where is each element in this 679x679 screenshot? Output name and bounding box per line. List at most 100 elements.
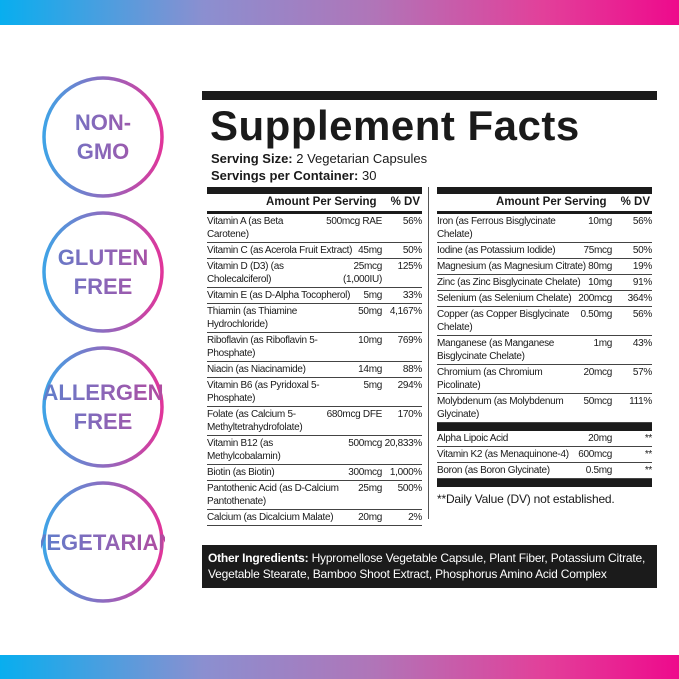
nutrient-row: Iodine (as Potassium Iodide) 75mcg 50% bbox=[437, 243, 652, 259]
nutrient-name: Magnesium (as Magnesium Citrate) bbox=[437, 261, 586, 272]
nutrient-amount: 20mcg bbox=[583, 367, 612, 378]
nutrient-row: Riboflavin (as Riboflavin 5-Phosphate) 10… bbox=[207, 333, 422, 362]
nutrient-dv: 56% bbox=[632, 309, 652, 320]
nutrient-amount: 5mg bbox=[363, 290, 382, 301]
nutrient-amount: 50mg bbox=[358, 306, 382, 317]
badge-circle bbox=[42, 76, 164, 198]
nutrient-name: Vitamin E (as D-Alpha Tocopherol) bbox=[207, 290, 351, 301]
column-divider bbox=[428, 187, 429, 519]
nutrient-amount: 600mcg bbox=[578, 449, 612, 460]
column-header: Amount Per Serving% DV bbox=[437, 194, 652, 214]
nutrient-dv: 125% bbox=[397, 261, 423, 272]
nutrient-name: Folate (as Calcium 5-Methyltetrahydrofol… bbox=[207, 409, 303, 433]
nutrient-amount: 25mcg (1,000IU) bbox=[343, 261, 382, 285]
supplement-facts-panel: Supplement Facts Serving Size: 2 Vegetar… bbox=[202, 91, 657, 588]
nutrient-amount: 500mcg bbox=[348, 438, 382, 449]
facts-title: Supplement Facts bbox=[210, 102, 580, 149]
nutrient-name: Alpha Lipoic Acid bbox=[437, 433, 509, 444]
nutrient-row: Folate (as Calcium 5-Methyltetrahydrofol… bbox=[207, 407, 422, 436]
nutrient-name: Zinc (as Zinc Bisglycinate Chelate) bbox=[437, 277, 581, 288]
badge-label: GLUTEN FREE bbox=[41, 210, 165, 334]
badge-gluten-free: GLUTEN FREE bbox=[41, 210, 165, 334]
nutrient-name: Calcium (as Dicalcium Malate) bbox=[207, 512, 334, 523]
nutrient-amount: 200mcg bbox=[578, 293, 612, 304]
badge-label: NON- GMO bbox=[41, 75, 165, 199]
nutrient-name: Vitamin A (as Beta Carotene) bbox=[207, 216, 284, 240]
nutrient-amount: 45mg bbox=[358, 245, 382, 256]
nutrient-name: Selenium (as Selenium Chelate) bbox=[437, 293, 572, 304]
nutrient-row: Alpha Lipoic Acid 20mg ** bbox=[437, 431, 652, 447]
nutrient-dv: ** bbox=[644, 433, 652, 444]
nutrient-row: Iron (as Ferrous Bisglycinate Chelate) 10… bbox=[437, 214, 652, 243]
nutrient-dv: 2% bbox=[408, 512, 422, 523]
badge-non-gmo: NON- GMO bbox=[41, 75, 165, 199]
nutrient-row: Vitamin K2 (as Menaquinone-4) 600mcg ** bbox=[437, 447, 652, 463]
nutrient-amount: 20mg bbox=[588, 433, 612, 444]
nutrient-name: Manganese (as Manganese Bisglycinate Che… bbox=[437, 338, 555, 362]
nutrient-dv: 20,833% bbox=[384, 438, 423, 449]
nutrient-row: Vitamin C (as Acerola Fruit Extract) 45mg… bbox=[207, 243, 422, 259]
nutrient-dv: 43% bbox=[632, 338, 652, 349]
nutrient-dv: 111% bbox=[629, 396, 652, 407]
nutrient-name: Thiamin (as Thiamine Hydrochloride) bbox=[207, 306, 297, 330]
nutrient-row: Vitamin A (as Beta Carotene) 500mcg RAE 56… bbox=[207, 214, 422, 243]
nutrient-amount: 80mg bbox=[588, 261, 612, 272]
nutrient-dv: 294% bbox=[397, 380, 423, 391]
nutrient-name: Pantothenic Acid (as D-Calcium Pantothen… bbox=[207, 483, 339, 507]
right-column: Amount Per Serving% DV Iron (as Ferrous … bbox=[437, 187, 652, 507]
nutrient-row: Chromium (as Chromium Picolinate) 20mcg 57… bbox=[437, 365, 652, 394]
nutrient-name: Niacin (as Niacinamide) bbox=[207, 364, 306, 375]
nutrient-name: Vitamin B6 (as Pyridoxal 5-Phosphate) bbox=[207, 380, 320, 404]
nutrient-dv: 4,167% bbox=[389, 306, 422, 317]
nutrient-dv: 88% bbox=[402, 364, 422, 375]
nutrient-row: Magnesium (as Magnesium Citrate) 80mg 19% bbox=[437, 259, 652, 275]
badge-circle bbox=[42, 481, 164, 603]
nutrient-amount: 5mg bbox=[363, 380, 382, 391]
column-header: Amount Per Serving% DV bbox=[207, 194, 422, 214]
nutrient-row: Vitamin B12 (as Methylcobalamin) 500mcg 20… bbox=[207, 436, 422, 465]
nutrient-dv: 56% bbox=[632, 216, 652, 227]
badge-label: VEGETARIAN bbox=[32, 480, 175, 604]
badge-allergen-free: ALLERGEN FREE bbox=[41, 345, 165, 469]
badge-vegetarian: VEGETARIAN bbox=[32, 480, 175, 604]
nutrient-dv: ** bbox=[644, 465, 652, 476]
left-column: Amount Per Serving% DV Vitamin A (as Bet… bbox=[207, 187, 422, 526]
nutrient-name: Riboflavin (as Riboflavin 5-Phosphate) bbox=[207, 335, 318, 359]
nutrient-row: Vitamin D (D3) (as Cholecalciferol) 25mcg… bbox=[207, 259, 422, 288]
other-ingredients: Other Ingredients: Hypromellose Vegetabl… bbox=[202, 545, 657, 588]
nutrient-name: Iodine (as Potassium Iodide) bbox=[437, 245, 556, 256]
nutrient-row: Calcium (as Dicalcium Malate) 20mg 2% bbox=[207, 510, 422, 526]
nutrient-row: Thiamin (as Thiamine Hydrochloride) 50mg 4… bbox=[207, 304, 422, 333]
nutrient-row: Molybdenum (as Molybdenum Glycinate) 50mc… bbox=[437, 394, 652, 423]
nutrient-dv: 50% bbox=[402, 245, 422, 256]
nutrient-dv: 56% bbox=[402, 216, 422, 227]
nutrient-row: Vitamin E (as D-Alpha Tocopherol) 5mg 33% bbox=[207, 288, 422, 304]
nutrient-amount: 1mg bbox=[593, 338, 612, 349]
nutrient-name: Chromium (as Chromium Picolinate) bbox=[437, 367, 543, 391]
section-rule bbox=[437, 423, 652, 431]
nutrient-amount: 75mcg bbox=[583, 245, 612, 256]
nutrient-dv: 57% bbox=[632, 367, 652, 378]
nutrient-row: Boron (as Boron Glycinate) 0.5mg ** bbox=[437, 463, 652, 479]
badge-circle bbox=[42, 346, 164, 468]
nutrient-row: Zinc (as Zinc Bisglycinate Chelate) 10mg 9… bbox=[437, 275, 652, 291]
nutrient-dv: 170% bbox=[397, 409, 423, 420]
servings-per-container: Servings per Container: 30 bbox=[211, 168, 377, 183]
nutrient-dv: 50% bbox=[632, 245, 652, 256]
badge-circle bbox=[42, 211, 164, 333]
nutrient-amount: 0.50mg bbox=[580, 309, 612, 320]
section-rule bbox=[437, 479, 652, 487]
nutrient-dv: 500% bbox=[397, 483, 423, 494]
nutrient-name: Biotin (as Biotin) bbox=[207, 467, 275, 478]
nutrient-amount: 300mcg bbox=[348, 467, 382, 478]
bottom-gradient-bar bbox=[0, 655, 679, 679]
nutrient-name: Vitamin C (as Acerola Fruit Extract) bbox=[207, 245, 353, 256]
footnote: **Daily Value (DV) not established. bbox=[437, 492, 615, 506]
nutrient-row: Copper (as Copper Bisglycinate Chelate) 0… bbox=[437, 307, 652, 336]
nutrient-row: Pantothenic Acid (as D-Calcium Pantothen… bbox=[207, 481, 422, 510]
serving-size: Serving Size: 2 Vegetarian Capsules bbox=[211, 151, 428, 166]
nutrient-amount: 50mcg bbox=[583, 396, 612, 407]
nutrient-name: Molybdenum (as Molybdenum Glycinate) bbox=[437, 396, 564, 420]
top-gradient-bar bbox=[0, 0, 679, 25]
nutrient-name: Iron (as Ferrous Bisglycinate Chelate) bbox=[437, 216, 556, 240]
